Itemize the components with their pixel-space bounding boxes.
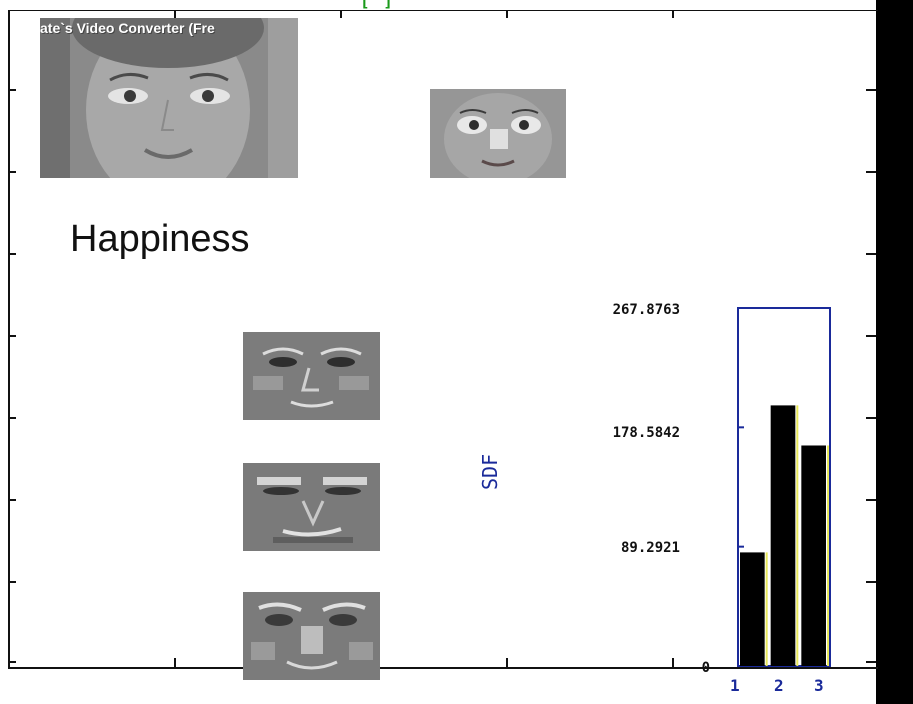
face-photo-image: ate`s Video Converter (Fre <box>40 18 298 178</box>
right-tick <box>866 417 876 419</box>
right-tick <box>866 171 876 173</box>
left-tick <box>8 661 16 663</box>
figure-side-band <box>876 0 913 704</box>
filtered-face-image-3 <box>243 592 380 680</box>
left-tick <box>8 581 16 583</box>
chart-xtick-label: 3 <box>814 676 824 695</box>
top-tick <box>340 10 342 18</box>
chart-bar-1 <box>740 552 765 666</box>
top-tick <box>506 10 508 18</box>
chart-xtick-label: 2 <box>774 676 784 695</box>
chart-bar-3 <box>801 445 826 666</box>
left-tick <box>8 171 16 173</box>
top-tick <box>672 10 674 18</box>
chart-xtick-label: 1 <box>730 676 740 695</box>
left-tick <box>8 89 16 91</box>
right-tick <box>866 253 876 255</box>
left-tick <box>8 335 16 337</box>
bottom-tick <box>506 658 508 667</box>
chart-ytick-label: 0 <box>701 660 710 676</box>
bottom-tick <box>174 658 176 667</box>
right-tick <box>866 661 876 663</box>
filtered-face-image-2 <box>243 463 380 551</box>
right-tick <box>866 89 876 91</box>
chart-ytick-label: 267.8763 <box>612 302 680 318</box>
left-tick <box>8 417 16 419</box>
sdf-bar-chart <box>737 307 831 667</box>
chart-ytick-label: 89.2921 <box>620 540 680 556</box>
left-tick <box>8 253 16 255</box>
figure-title-fragment: [ ] <box>360 0 760 9</box>
bottom-tick <box>672 658 674 667</box>
right-tick <box>866 335 876 337</box>
chart-y-axis-label: SDF <box>478 453 502 490</box>
chart-bar-2 <box>770 405 796 666</box>
main-axes <box>8 10 878 669</box>
left-tick <box>8 499 16 501</box>
emotion-label: Happiness <box>70 218 250 260</box>
video-converter-watermark: ate`s Video Converter (Fre <box>40 20 215 36</box>
face-crop-image <box>430 89 566 178</box>
top-tick <box>174 10 176 18</box>
right-tick <box>866 581 876 583</box>
chart-ytick-label: 178.5842 <box>612 425 680 441</box>
right-tick <box>866 499 876 501</box>
filtered-face-image-1 <box>243 332 380 420</box>
